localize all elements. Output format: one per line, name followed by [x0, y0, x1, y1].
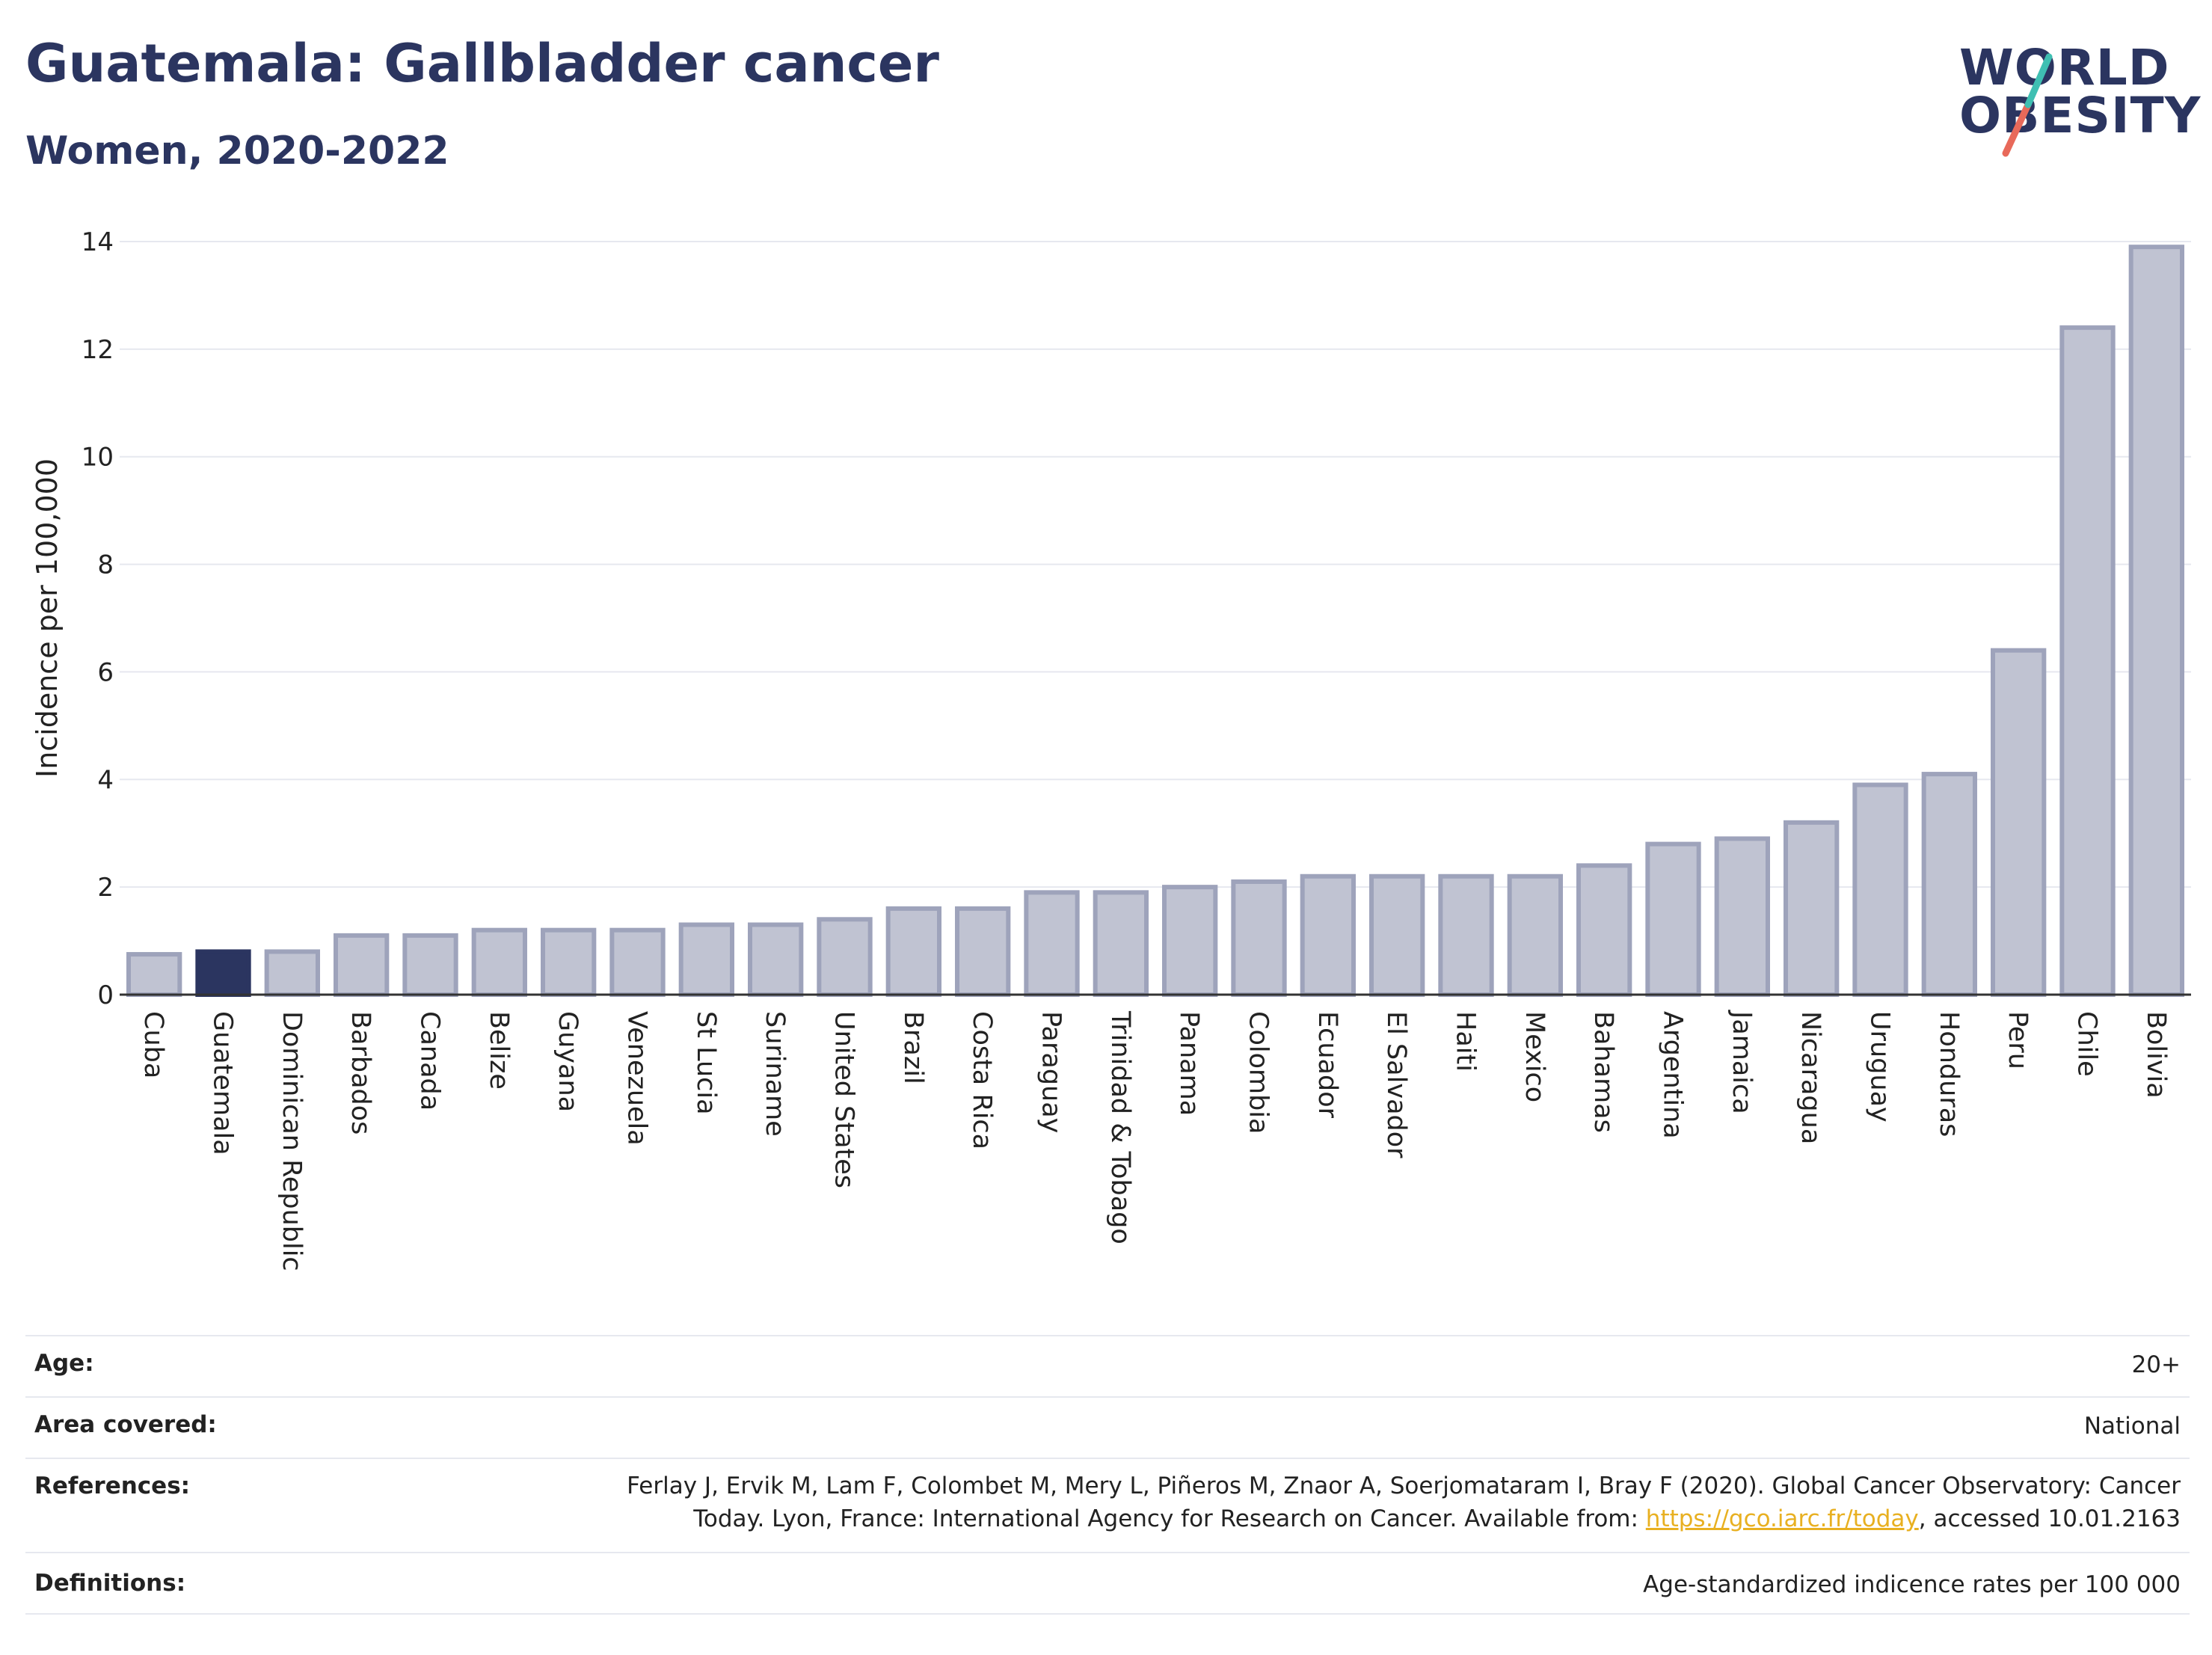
- x-tick-label: Nicaragua: [1795, 1011, 1825, 1144]
- bar: [1645, 841, 1701, 997]
- bar: [1093, 890, 1149, 997]
- bar: [402, 933, 458, 997]
- y-tick-label: 14: [82, 227, 114, 257]
- age-label: Age:: [34, 1350, 94, 1377]
- x-tick-label: Argentina: [1658, 1011, 1688, 1139]
- bar: [678, 922, 734, 997]
- x-tick-label: Ecuador: [1312, 1011, 1342, 1119]
- x-tick-label: Suriname: [760, 1011, 790, 1137]
- area-value: National: [2083, 1413, 2181, 1440]
- bar: [1231, 879, 1287, 997]
- x-tick-label: Panama: [1174, 1011, 1204, 1116]
- x-tick-label: Honduras: [1934, 1011, 1964, 1137]
- x-tick-label: Mexico: [1520, 1011, 1549, 1102]
- x-tick-label: Venezuela: [622, 1011, 652, 1146]
- bar: [2128, 245, 2184, 997]
- y-tick-label: 12: [82, 335, 114, 365]
- bar: [1784, 820, 1840, 998]
- bar: [334, 933, 390, 997]
- x-tick-label: Brazil: [898, 1011, 928, 1084]
- page-subtitle: Women, 2020-2022: [25, 129, 449, 174]
- logo-slash-icon: [2002, 53, 2053, 157]
- metadata-table: Age: 20+ Area covered: National Referenc…: [25, 1335, 2190, 1615]
- x-tick-label: Colombia: [1244, 1011, 1274, 1134]
- references-line2-pre: Today. Lyon, France: International Agenc…: [693, 1505, 1646, 1532]
- meta-row-area: Area covered: National: [25, 1396, 2190, 1458]
- x-tick-label: Jamaica: [1727, 1010, 1757, 1114]
- x-tick-label: Guyana: [553, 1011, 583, 1112]
- y-tick-label: 6: [97, 657, 114, 687]
- bar: [471, 927, 527, 997]
- bar: [609, 927, 666, 997]
- x-tick-label: Haiti: [1451, 1011, 1481, 1072]
- bar: [1300, 873, 1356, 998]
- bar: [1991, 648, 2047, 998]
- references-line2-post: , accessed 10.01.2163: [1918, 1505, 2181, 1532]
- y-tick-label: 2: [97, 873, 114, 903]
- page-title: Guatemala: Gallbladder cancer: [25, 33, 939, 94]
- bar: [1921, 772, 1977, 998]
- x-tick-label: Bolivia: [2141, 1011, 2171, 1099]
- bar: [1852, 782, 1908, 997]
- references-label: References:: [34, 1473, 191, 1499]
- x-tick-label: St Lucia: [691, 1011, 721, 1115]
- x-tick-label: El Salvador: [1381, 1011, 1411, 1158]
- bar: [1576, 863, 1632, 998]
- x-tick-label: Cuba: [138, 1011, 168, 1078]
- references-line1: Ferlay J, Ervik M, Lam F, Colombet M, Me…: [627, 1473, 2181, 1499]
- x-tick-label: Chile: [2072, 1011, 2102, 1077]
- y-tick-label: 0: [97, 980, 114, 1010]
- logo-text-world: WORLD: [1959, 39, 2170, 96]
- bar: [885, 906, 941, 998]
- bar: [817, 917, 873, 998]
- x-tick-label: Uruguay: [1865, 1011, 1895, 1123]
- bar: [748, 922, 804, 997]
- logo-text-obesity: OBESITY: [1959, 87, 2202, 144]
- bar: [1369, 873, 1425, 998]
- x-tick-label: United States: [829, 1011, 859, 1188]
- meta-row-definitions: Definitions: Age-standardized indicence …: [25, 1552, 2190, 1615]
- y-tick-label: 8: [97, 550, 114, 580]
- x-tick-label: Trinidad & Tobago: [1105, 1010, 1135, 1244]
- bar: [195, 949, 251, 998]
- world-obesity-logo: WORLD OBESITY: [1944, 30, 2202, 165]
- bar: [2059, 325, 2116, 998]
- x-tick-label: Bahamas: [1588, 1011, 1618, 1133]
- bar: [264, 949, 320, 998]
- bar: [1438, 873, 1494, 998]
- references-line2: Today. Lyon, France: International Agenc…: [627, 1502, 2181, 1535]
- x-tick-label: Dominican Republic: [277, 1011, 307, 1271]
- bar-chart: 0 2 4 6 8 10 12 14 Incidence per 100,000 Cuba Guat…: [31, 227, 2191, 1271]
- bar: [541, 927, 597, 997]
- references-value: Ferlay J, Ervik M, Lam F, Colombet M, Me…: [627, 1470, 2181, 1535]
- x-tick-label: Belize: [484, 1011, 514, 1090]
- x-tick-label: Guatemala: [208, 1011, 238, 1155]
- meta-row-age: Age: 20+: [25, 1335, 2190, 1396]
- x-tick-label: Peru: [2003, 1011, 2033, 1069]
- bar: [1024, 890, 1080, 997]
- bar: [1507, 873, 1563, 998]
- bar: [126, 952, 182, 998]
- area-label: Area covered:: [34, 1411, 217, 1438]
- bar: [1714, 836, 1770, 997]
- y-tick-label: 10: [82, 443, 114, 473]
- references-link[interactable]: https://gco.iarc.fr/today: [1645, 1505, 1919, 1532]
- definitions-label: Definitions:: [34, 1570, 186, 1597]
- y-tick-label: 4: [97, 765, 114, 795]
- y-axis-label: Incidence per 100,000: [31, 458, 64, 778]
- x-tick-label: Canada: [415, 1011, 445, 1111]
- definitions-value: Age-standardized indicence rates per 100…: [1643, 1571, 2181, 1598]
- bar: [955, 906, 1011, 998]
- meta-row-references: References: Ferlay J, Ervik M, Lam F, Co…: [25, 1458, 2190, 1552]
- x-tick-label: Paraguay: [1036, 1011, 1066, 1133]
- bar: [1162, 885, 1218, 997]
- x-tick-label: Costa Rica: [967, 1011, 997, 1149]
- age-value: 20+: [2131, 1351, 2181, 1378]
- x-tick-label: Barbados: [345, 1011, 375, 1134]
